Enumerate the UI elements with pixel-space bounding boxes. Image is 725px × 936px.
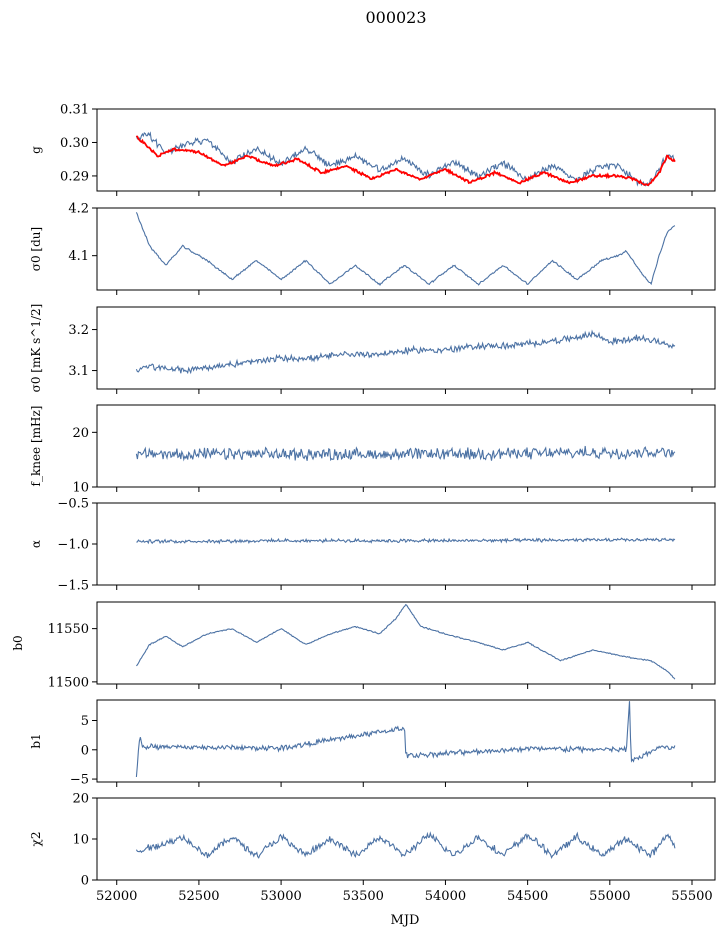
y-tick-label: 11550 bbox=[48, 622, 89, 637]
figure-title: 000023 bbox=[365, 8, 426, 27]
subplot-3: 3.1 3.2 σ0 [mK s^1/2] bbox=[29, 304, 716, 394]
series-line-1 bbox=[135, 603, 676, 680]
axes-frame bbox=[96, 699, 716, 783]
series-line-1 bbox=[135, 212, 676, 287]
x-tick-label: 53500 bbox=[343, 889, 384, 904]
y-tick-label: −0.5 bbox=[57, 497, 89, 512]
x-tick-label: 54000 bbox=[425, 889, 466, 904]
subplot-6: 11500 11550 b0 bbox=[11, 601, 716, 690]
x-tick-label: 52000 bbox=[96, 889, 137, 904]
y-axis-label: f_knee [mHz] bbox=[29, 406, 43, 487]
y-tick-label: 20 bbox=[72, 426, 89, 441]
y-tick-label: 3.1 bbox=[68, 364, 89, 379]
x-axis-label: MJD bbox=[391, 913, 420, 928]
axes-frame bbox=[96, 404, 716, 488]
x-tick-label: 54500 bbox=[507, 889, 548, 904]
y-tick-label: 10 bbox=[72, 833, 89, 848]
subplot-7: −5 0 5 b1 bbox=[29, 699, 716, 788]
y-axis-label: α bbox=[29, 540, 43, 548]
series-line-1 bbox=[135, 831, 676, 860]
axes-frame bbox=[96, 108, 716, 192]
x-tick-label: 52500 bbox=[178, 889, 219, 904]
y-tick-label: 20 bbox=[72, 792, 89, 807]
x-tick-label: 55500 bbox=[671, 889, 712, 904]
axes-frame bbox=[96, 207, 716, 291]
series-line-1 bbox=[135, 131, 676, 187]
y-tick-label: −1.5 bbox=[57, 579, 89, 594]
y-axis-label: σ0 [du] bbox=[29, 227, 43, 271]
y-tick-label: 4.2 bbox=[68, 202, 89, 217]
subplot-8: 52000 52500 53000 53500 54000 54500 55000 55500… bbox=[29, 792, 716, 904]
y-axis-label: b1 bbox=[29, 733, 43, 748]
y-tick-label: 0.29 bbox=[60, 169, 89, 184]
subplot-5: −1.5 −1.0 −0.5 α bbox=[29, 497, 716, 594]
subplot-1: 0.29 0.30 0.31 g bbox=[29, 103, 716, 196]
y-tick-label: 0.30 bbox=[60, 136, 89, 151]
x-tick-label: 53000 bbox=[260, 889, 301, 904]
y-axis-label: g bbox=[29, 146, 43, 154]
y-axis-label: χ2 bbox=[29, 832, 43, 847]
y-tick-label: 3.2 bbox=[68, 323, 89, 338]
y-tick-label: 11500 bbox=[48, 675, 89, 690]
x-tick-label: 55000 bbox=[589, 889, 630, 904]
y-tick-label: 4.1 bbox=[68, 249, 89, 264]
series-line-1 bbox=[135, 329, 676, 375]
y-tick-label: −1.0 bbox=[57, 538, 89, 553]
series-line-1 bbox=[135, 445, 676, 462]
subplot-2: 4.1 4.2 σ0 [du] bbox=[29, 202, 716, 295]
y-tick-label: 10 bbox=[72, 481, 89, 496]
y-tick-label: 5 bbox=[81, 714, 89, 729]
series-line-2 bbox=[135, 135, 676, 187]
y-tick-label: 0 bbox=[81, 743, 89, 758]
axes-frame bbox=[96, 502, 716, 586]
y-tick-label: −5 bbox=[70, 773, 89, 788]
axes-frame bbox=[96, 797, 716, 881]
y-axis-label: b0 bbox=[11, 635, 25, 650]
axes-frame bbox=[96, 601, 716, 685]
subplot-stack: 0.29 0.30 0.31 g 4.1 4.2 σ0 [du] 3.1 3.2 σ0 [mK s… bbox=[11, 103, 716, 904]
y-tick-label: 0 bbox=[81, 874, 89, 889]
series-line-1 bbox=[135, 701, 676, 778]
y-tick-label: 0.31 bbox=[60, 103, 89, 118]
y-axis-label: σ0 [mK s^1/2] bbox=[29, 304, 43, 393]
series-line-1 bbox=[136, 537, 676, 545]
subplot-4: 10 20 f_knee [mHz] bbox=[29, 404, 716, 496]
axes-frame bbox=[96, 306, 716, 390]
